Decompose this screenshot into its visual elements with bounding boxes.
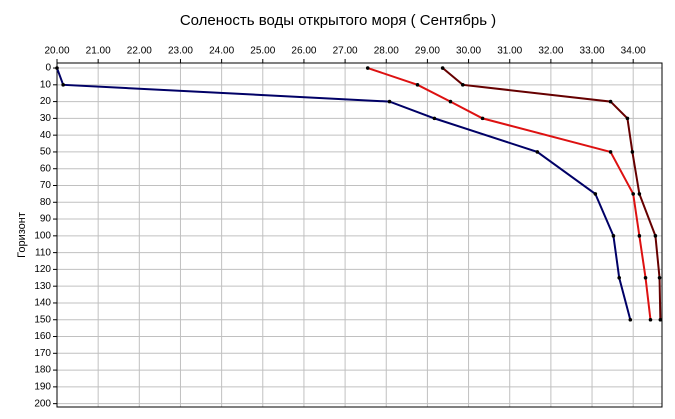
point [628, 317, 633, 322]
y-tick-label: 170 [34, 348, 51, 359]
x-tick-label: 22.00 [127, 46, 152, 57]
x-tick-label: 31.00 [497, 46, 522, 57]
point [648, 317, 653, 322]
y-tick-label: 20 [40, 96, 52, 107]
point [611, 234, 616, 238]
point [432, 116, 437, 121]
point [480, 116, 485, 121]
x-tick-label: 28.00 [374, 46, 399, 57]
point [637, 234, 642, 238]
point [608, 150, 613, 154]
y-tick-label: 50 [40, 147, 52, 158]
point [617, 275, 621, 280]
x-tick-label: 26.00 [291, 46, 316, 57]
point [387, 99, 392, 104]
point [61, 83, 65, 87]
y-tick-label: 150 [34, 314, 51, 325]
x-tick-label: 25.00 [250, 46, 275, 57]
y-tick-label: 110 [35, 247, 51, 258]
point [631, 192, 635, 196]
y-tick-label: 120 [34, 264, 51, 275]
y-tick-label: 100 [34, 230, 51, 241]
y-tick-label: 80 [40, 197, 52, 208]
point [448, 99, 453, 104]
point [535, 150, 540, 154]
point [593, 192, 598, 196]
point [461, 83, 465, 87]
x-tick-label: 30.00 [456, 46, 481, 57]
x-tick-label: 24.00 [209, 46, 234, 57]
y-tick-label: 130 [34, 281, 51, 292]
point [440, 66, 445, 70]
y-tick-label: 10 [40, 79, 52, 90]
point [415, 83, 420, 87]
x-tick-label: 23.00 [168, 46, 193, 57]
x-tick-label: 21.00 [86, 46, 111, 57]
y-tick-label: 90 [40, 214, 52, 225]
x-tick-label: 27.00 [333, 46, 358, 57]
x-tick-label: 32.00 [538, 46, 563, 57]
point [653, 234, 658, 238]
y-tick-label: 140 [34, 298, 51, 309]
point [625, 116, 630, 121]
y-tick-label: 160 [34, 331, 51, 342]
x-tick-label: 20.00 [44, 46, 69, 57]
y-axis-label: Горизонт [16, 212, 28, 258]
point [643, 275, 648, 280]
plot-frame [56, 62, 663, 408]
point [630, 150, 635, 154]
point [55, 66, 59, 70]
point [608, 99, 613, 104]
point [657, 275, 662, 280]
y-tick-label: 70 [40, 180, 52, 191]
y-tick-label: 0 [45, 63, 51, 74]
x-tick-label: 33.00 [580, 46, 605, 57]
point [365, 66, 370, 70]
y-tick-label: 60 [40, 163, 52, 174]
point [637, 192, 642, 196]
x-tick-label: 34.00 [621, 46, 646, 57]
y-tick-label: 30 [40, 113, 52, 124]
chart-title: Соленость воды открытого моря ( Сентябрь… [180, 12, 496, 29]
x-tick-label: 29.00 [415, 46, 440, 57]
point [658, 317, 663, 322]
y-tick-label: 40 [40, 130, 52, 141]
y-tick-label: 190 [34, 382, 51, 393]
y-tick-label: 200 [34, 398, 51, 409]
y-tick-label: 180 [34, 365, 51, 376]
